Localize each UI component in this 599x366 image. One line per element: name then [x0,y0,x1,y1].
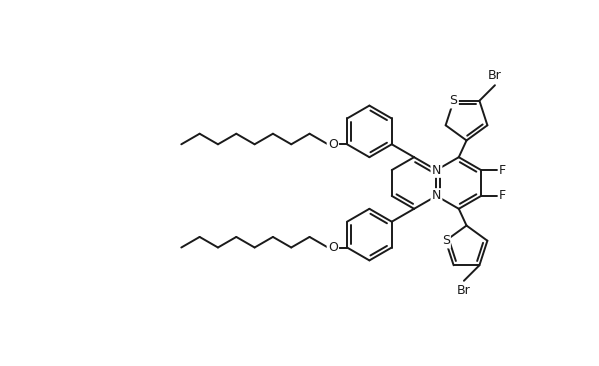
Text: O: O [328,241,338,254]
Text: S: S [441,234,450,247]
Text: N: N [432,189,441,202]
Text: F: F [499,189,506,202]
Text: Br: Br [488,69,502,82]
Text: Br: Br [457,284,471,297]
Text: S: S [450,94,458,107]
Text: F: F [499,164,506,177]
Text: N: N [432,164,441,177]
Text: O: O [328,138,338,151]
